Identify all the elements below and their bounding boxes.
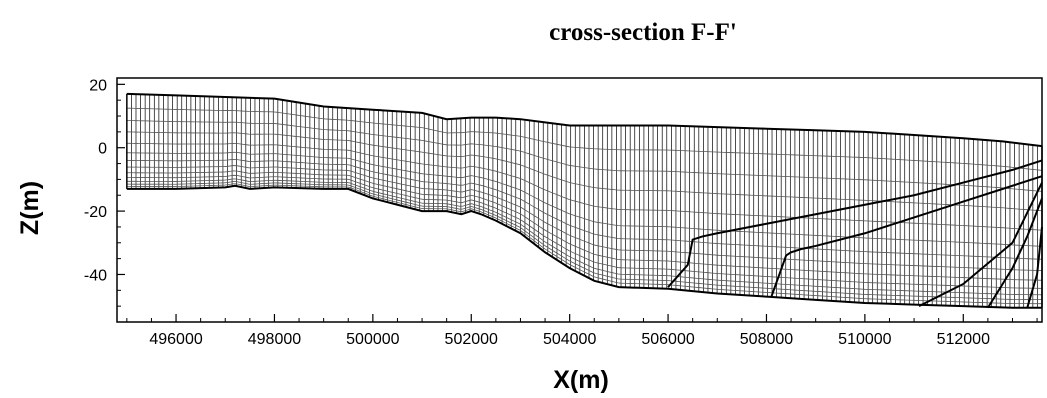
x-tick-label: 496000 <box>149 331 202 348</box>
mesh-layer-line <box>126 174 1043 289</box>
x-tick-label: 510000 <box>838 331 891 348</box>
x-tick-label: 508000 <box>740 331 793 348</box>
mesh-layer-line <box>126 151 1043 247</box>
mesh-layer-line <box>126 181 1043 301</box>
boundary-layer <box>126 92 1043 309</box>
chart-title: cross-section F-F' <box>549 19 737 46</box>
series-line-top-surface <box>126 92 1043 148</box>
mesh-layer-line <box>126 131 1043 212</box>
x-tick-label: 498000 <box>248 331 301 348</box>
y-tick-label: -40 <box>84 267 107 284</box>
mesh-layer-line <box>126 170 1043 281</box>
plot-frame <box>116 77 1043 323</box>
mesh-layer-line <box>126 120 1043 192</box>
series-line-boundary-3 <box>918 182 1043 308</box>
series-line-boundary-2 <box>770 175 1043 297</box>
x-axis-label: X(m) <box>553 366 609 394</box>
mesh-layer-line <box>126 107 1043 171</box>
x-tick-label: 504000 <box>543 331 596 348</box>
y-tick-label: 0 <box>98 141 107 158</box>
tick-layer: 496000 498000 500000 502000 504000 506000 5080… <box>84 77 1038 348</box>
series-line-boundary-4 <box>987 198 1043 309</box>
mesh-layer-line <box>126 178 1043 296</box>
x-tick-label: 506000 <box>641 331 694 348</box>
x-tick-label: 502000 <box>445 331 498 348</box>
x-tick-label: 500000 <box>346 331 399 348</box>
x-tick-label: 512000 <box>937 331 990 348</box>
y-tick-label: -20 <box>84 204 107 221</box>
mesh-layer-line <box>126 142 1043 231</box>
mesh-layer-line <box>126 165 1043 271</box>
y-tick-label: 20 <box>89 77 107 94</box>
y-axis-label: Z(m) <box>16 181 44 235</box>
series-line-boundary-1 <box>667 159 1043 288</box>
series-line-bottom-surface <box>126 184 1042 309</box>
mesh-layer-line <box>126 183 1043 305</box>
series-line-boundary-5 <box>1026 226 1043 309</box>
mesh-layer <box>126 93 1043 308</box>
mesh-layer-line <box>126 158 1043 260</box>
